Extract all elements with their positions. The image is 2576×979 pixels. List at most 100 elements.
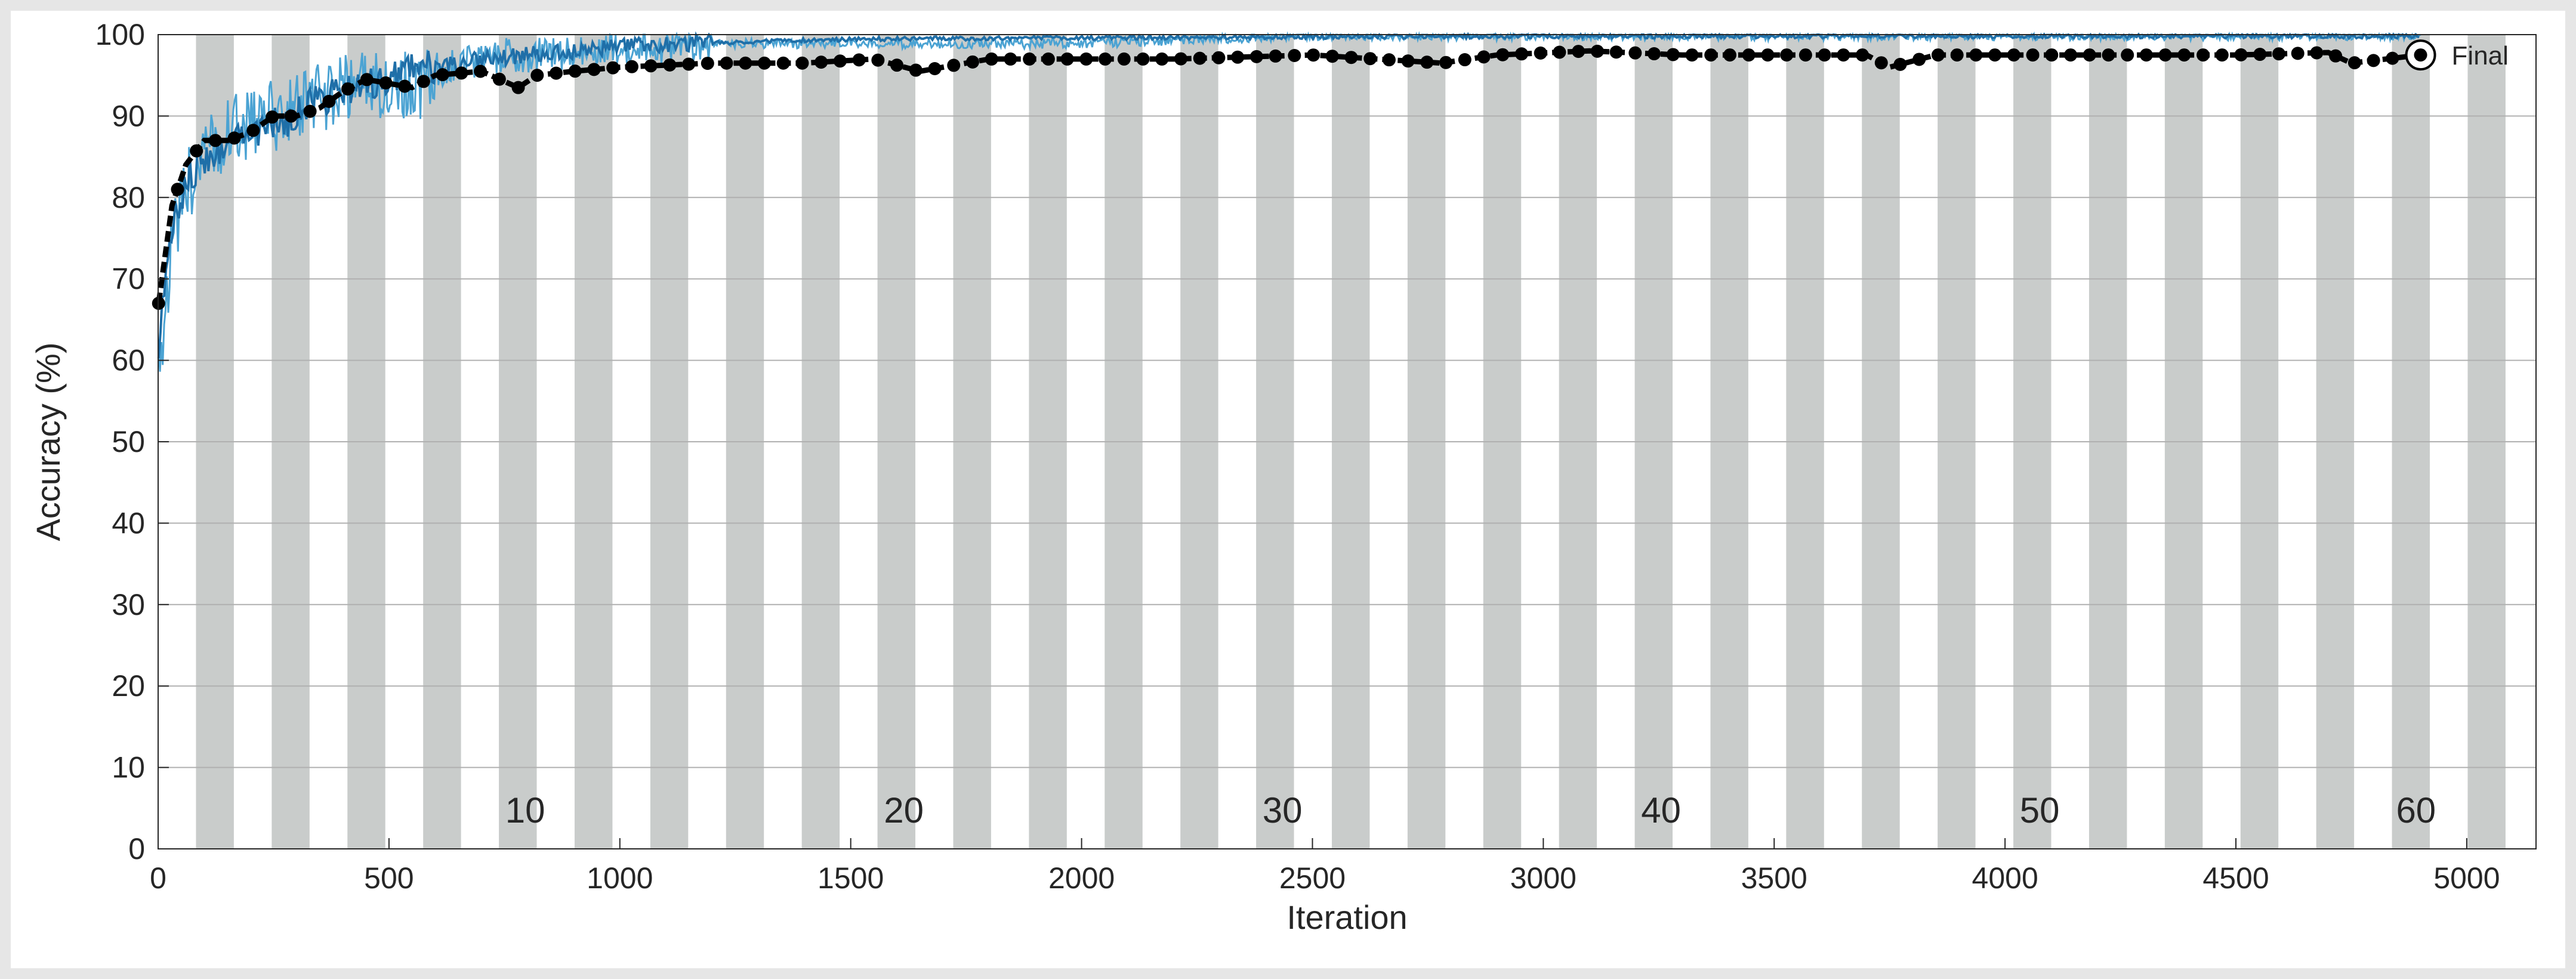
validation-point [2064,48,2078,62]
validation-point [492,72,506,86]
validation-point [947,59,961,72]
epoch-label: 10 [505,790,545,830]
x-tick-label: 1500 [817,861,884,895]
y-tick-label: 10 [112,751,145,784]
validation-point [1099,52,1112,66]
x-tick-label: 500 [364,861,414,895]
validation-point [2177,48,2191,62]
x-tick-label: 2000 [1048,861,1115,895]
validation-point [1818,48,1831,62]
y-tick-label: 100 [95,18,145,51]
validation-point [795,56,809,70]
validation-point [530,69,544,82]
validation-point [322,94,336,108]
x-tick-label: 4000 [1972,861,2038,895]
validation-point [266,110,279,124]
validation-point [2121,48,2134,62]
validation-point [2234,48,2248,61]
validation-point [436,68,449,82]
validation-point [2367,54,2380,67]
validation-point [909,63,923,77]
validation-point [284,109,298,123]
validation-point [2083,48,2096,62]
validation-point [1060,52,1074,66]
figure-panel: 0 500 1000 1500 2000 2500 3000 3500 4000 4500 5000… [11,11,2565,968]
y-tick-label: 60 [112,344,145,377]
validation-point [1666,48,1680,61]
validation-point [815,56,828,69]
validation-point [171,183,184,196]
validation-point [1742,48,1756,62]
epoch-label: 40 [1641,790,1681,830]
validation-point [606,61,620,75]
training-accuracy-smoothed-line [157,31,2420,359]
validation-point [1988,48,2002,62]
validation-point [1231,50,1245,64]
validation-point [1590,44,1604,58]
x-tick-label: 1000 [587,861,653,895]
validation-point [757,56,771,70]
validation-point [2158,48,2172,62]
annotations: Final [2405,39,2509,71]
validation-point [2329,49,2343,63]
validation-point [985,52,998,66]
validation-point [2291,47,2304,60]
validation-point [1628,46,1642,60]
validation-point [1856,48,1869,62]
validation-point [1893,57,1907,71]
validation-point [1648,47,1661,61]
validation-point [1780,48,1794,62]
validation-point [2196,48,2210,62]
grid-lines [158,34,2536,768]
validation-point [1534,46,1547,60]
validation-point [701,57,714,70]
final-marker-dot [2414,48,2427,62]
validation-point [1079,52,1093,66]
y-tick-label: 70 [112,262,145,295]
final-label: Final [2452,41,2509,70]
validation-point [2386,51,2399,65]
validation-point [1798,48,1812,62]
validation-point [1969,48,1983,62]
validation-point [625,60,638,73]
validation-point [303,104,317,118]
validation-point [1420,56,1434,69]
x-tick-label: 4500 [2202,861,2269,895]
validation-point [1004,52,1017,66]
x-tick-label: 3000 [1510,861,1577,895]
validation-point [2272,47,2286,61]
validation-point [568,64,582,78]
validation-point [1950,48,1964,62]
validation-point [1572,45,1585,59]
validation-point [833,54,847,68]
validation-point [417,75,430,88]
validation-point [1874,56,1888,70]
y-tick-label: 40 [112,506,145,540]
validation-point [739,56,752,70]
epoch-label: 50 [2020,790,2060,830]
validation-point [1269,49,1282,63]
validation-point [1382,53,1396,67]
validation-point [1477,50,1491,64]
validation-point [682,57,696,71]
validation-point [1307,48,1321,62]
validation-point [2026,48,2040,62]
validation-point [2253,48,2267,61]
validation-point [2139,48,2153,62]
epoch-labels: 10 20 30 40 50 60 [505,790,2436,830]
validation-point [644,59,658,73]
validation-point [1174,52,1187,66]
validation-point [455,66,468,80]
validation-point [1250,50,1263,63]
validation-point [2215,48,2229,62]
validation-point [1193,51,1207,65]
validation-point [2007,48,2020,62]
validation-point [1041,52,1055,66]
x-tick-label: 2500 [1279,861,1346,895]
y-tick-label: 30 [112,588,145,621]
y-tick-label: 50 [112,425,145,458]
validation-point [871,53,885,67]
validation-point [1363,52,1377,66]
validation-point [1458,53,1471,67]
validation-point [190,144,203,158]
